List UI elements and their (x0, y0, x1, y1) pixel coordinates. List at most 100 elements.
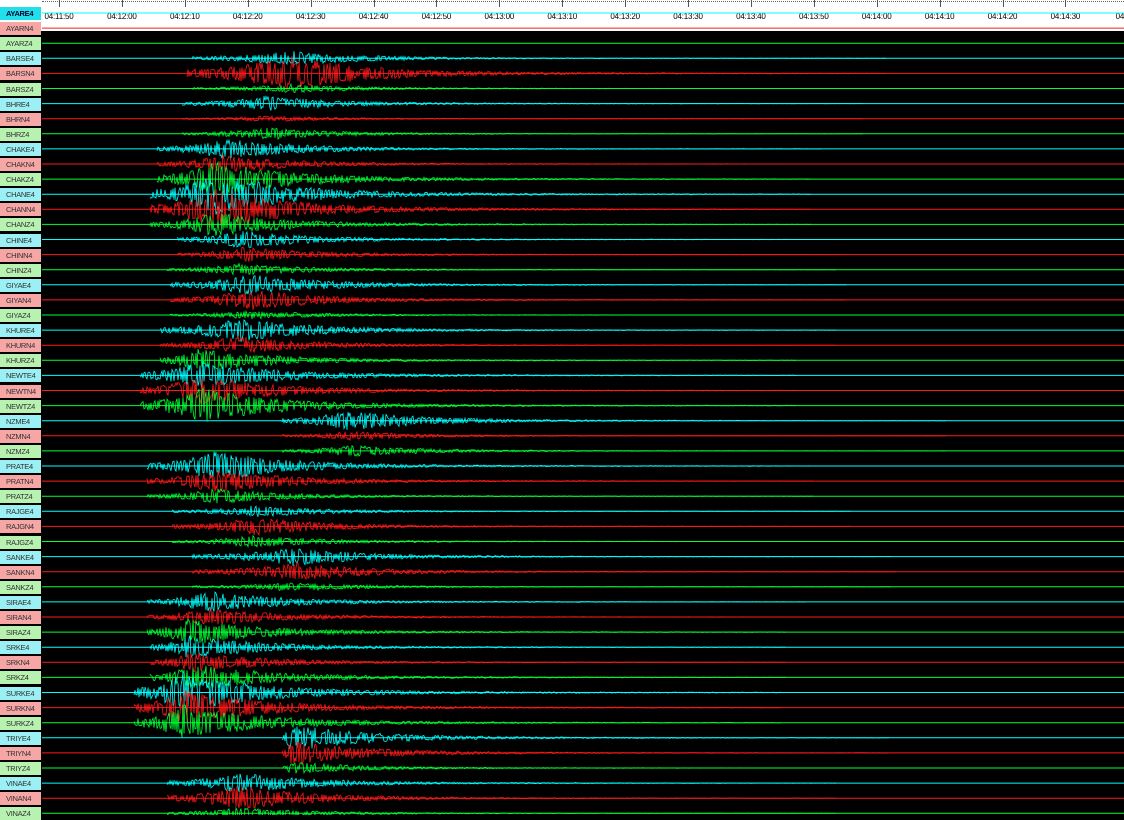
channel-label-pratn4[interactable]: PRATN4 (0, 475, 41, 489)
time-tick (247, 0, 249, 7)
waveform-trace-barse4 (191, 51, 887, 66)
channel-label-barsn4[interactable]: BARSN4 (0, 67, 41, 81)
waveform-trace-bhrz4 (181, 127, 864, 140)
channel-label-khure4[interactable]: KHURE4 (0, 324, 41, 338)
channel-label-barsz4[interactable]: BARSZ4 (0, 82, 41, 96)
channel-label-siran4[interactable]: SIRAN4 (0, 611, 41, 624)
channel-label-chine4[interactable]: CHINE4 (0, 233, 41, 247)
channel-label-sankn4[interactable]: SANKN4 (0, 565, 41, 579)
channel-label-bhrn4[interactable]: BHRN4 (0, 112, 41, 126)
waveform-trace-chane4 (149, 178, 812, 215)
channel-label-triyn4[interactable]: TRIYN4 (0, 746, 41, 760)
channel-label-chinz4[interactable]: CHINZ4 (0, 263, 41, 277)
time-tick-label: 04:12:20 (232, 12, 263, 21)
time-tick-label: 04:12:00 (107, 12, 137, 21)
waveform-trace-surke4 (133, 671, 781, 708)
channel-label-nzmz4[interactable]: NZMZ4 (0, 444, 41, 458)
time-tick-label: 04:12:50 (421, 12, 452, 21)
channel-label-bhre4[interactable]: BHRE4 (0, 97, 41, 111)
channel-label-newtn4[interactable]: NEWTN4 (0, 384, 41, 398)
waveform-trace-khurz4 (159, 348, 796, 371)
time-tick (373, 0, 375, 7)
time-tick-label: 04:14:20 (987, 12, 1018, 21)
time-tick (562, 0, 564, 7)
channel-label-chane4[interactable]: CHANE4 (0, 188, 41, 202)
channel-label-sirae4[interactable]: SIRAE4 (0, 595, 41, 609)
waveform-trace-chakz4 (156, 160, 812, 198)
channel-label-newtz4[interactable]: NEWTZ4 (0, 399, 41, 413)
time-tick-label: 04:13:20 (610, 12, 640, 21)
channel-label-pratz4[interactable]: PRATZ4 (0, 490, 41, 504)
waveform-trace-giyan4 (169, 290, 846, 310)
waveform-trace-giyae4 (169, 275, 847, 295)
channel-label-rajgn4[interactable]: RAJGN4 (0, 520, 41, 534)
waveform-trace-chakn4 (156, 154, 822, 173)
waveform-plot[interactable] (42, 0, 1124, 815)
channel-label-chakn4[interactable]: CHAKN4 (0, 158, 41, 171)
waveform-trace-newte4 (139, 361, 796, 390)
channel-label-surkz4[interactable]: SURKZ4 (0, 716, 41, 730)
time-axis: 04:11:50 04:12:00 04:12:10 04:12:20 04:12:30… (0, 0, 1124, 31)
channel-label-sankz4[interactable]: SANKZ4 (0, 580, 41, 594)
channel-label-prate4[interactable]: PRATE4 (0, 460, 41, 473)
channel-label-chakz4[interactable]: CHAKZ4 (0, 173, 41, 187)
channel-label-srkz4[interactable]: SRKZ4 (0, 671, 41, 685)
channel-label-vinae4[interactable]: VINAE4 (0, 777, 41, 791)
time-tick-label: 04:14:30 (1050, 12, 1081, 21)
waveform-trace-triyz4 (281, 762, 890, 775)
waveform-trace-sanke4 (191, 548, 892, 566)
channel-label-triye4[interactable]: TRIYE4 (0, 731, 41, 745)
channel-label-ayarn4[interactable]: AYARN4 (0, 22, 41, 36)
channel-label-sanke4[interactable]: SANKE4 (0, 550, 41, 564)
time-tick (813, 0, 815, 7)
channel-label-nzmn4[interactable]: NZMN4 (0, 429, 41, 443)
channel-label-vinan4[interactable]: VINAN4 (0, 792, 41, 806)
channel-label-giyaz4[interactable]: GIYAZ4 (0, 309, 41, 322)
waveform-trace-sirae4 (146, 591, 807, 612)
time-axis-dotted-line (42, 1, 1124, 2)
channel-label-barse4[interactable]: BARSE4 (0, 52, 41, 66)
channel-label-rajgz4[interactable]: RAJGZ4 (0, 535, 41, 549)
channel-label-rajge4[interactable]: RAJGE4 (0, 505, 41, 519)
time-tick (121, 0, 123, 7)
time-tick-label: 04:14:00 (861, 12, 892, 21)
waveform-trace-chinz4 (166, 262, 836, 276)
time-tick (625, 0, 627, 7)
channel-label-ayarz4[interactable]: AYARZ4 (0, 37, 41, 51)
time-tick-label: 04:14:10 (924, 12, 955, 21)
waveform-trace-nzme4 (281, 411, 947, 431)
time-tick (184, 0, 186, 7)
waveform-trace-newtz4 (139, 387, 797, 422)
channel-label-triyz4[interactable]: TRIYZ4 (0, 762, 41, 775)
channel-label-chinn4[interactable]: CHINN4 (0, 248, 41, 262)
channel-label-chann4[interactable]: CHANN4 (0, 203, 41, 217)
channel-label-giyae4[interactable]: GIYAE4 (0, 278, 41, 292)
waveform-trace-surkz4 (133, 704, 781, 739)
time-tick-label: 04:11:50 (44, 12, 74, 21)
channel-label-chanz4[interactable]: CHANZ4 (0, 218, 41, 232)
channel-label-siraz4[interactable]: SIRAZ4 (0, 626, 41, 640)
channel-label-khurn4[interactable]: KHURN4 (0, 339, 41, 353)
channel-label-surkn4[interactable]: SURKN4 (0, 701, 41, 715)
waveform-trace-vinan4 (167, 785, 836, 810)
time-tick (499, 0, 501, 7)
channel-label-surke4[interactable]: SURKE4 (0, 686, 41, 700)
waveform-trace-vinae4 (166, 773, 836, 792)
channel-label-srke4[interactable]: SRKE4 (0, 641, 41, 655)
channel-label-newte4[interactable]: NEWTE4 (0, 369, 41, 383)
waveform-trace-srke4 (149, 635, 787, 659)
channel-label-bhrz4[interactable]: BHRZ4 (0, 127, 41, 141)
channel-label-nzme4[interactable]: NZME4 (0, 414, 41, 428)
channel-label-chake4[interactable]: CHAKE4 (0, 142, 41, 156)
time-tick (939, 0, 941, 7)
waveform-trace-siraz4 (146, 618, 787, 644)
time-tick (1002, 0, 1004, 7)
channel-label-ayare4[interactable]: AYARE4 (0, 7, 41, 20)
time-tick-label: 04:13:30 (673, 12, 703, 21)
waveform-trace-chanz4 (149, 213, 812, 236)
waveform-trace-chinn4 (176, 246, 842, 262)
channel-label-khurz4[interactable]: KHURZ4 (0, 354, 41, 368)
channel-label-srkn4[interactable]: SRKN4 (0, 656, 41, 670)
channel-label-vinaz4[interactable]: VINAZ4 (0, 807, 41, 820)
channel-label-giyan4[interactable]: GIYAN4 (0, 293, 41, 307)
